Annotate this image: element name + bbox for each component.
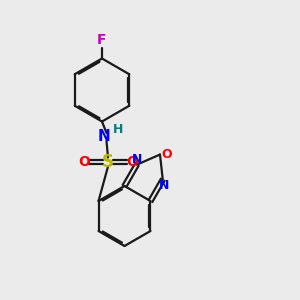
Text: S: S bbox=[102, 153, 114, 171]
Text: N: N bbox=[98, 129, 110, 144]
Text: N: N bbox=[159, 178, 169, 192]
Text: N: N bbox=[132, 153, 142, 166]
Text: O: O bbox=[78, 155, 90, 169]
Text: O: O bbox=[161, 148, 172, 161]
Text: F: F bbox=[97, 32, 107, 46]
Text: H: H bbox=[113, 123, 123, 136]
Text: O: O bbox=[126, 155, 138, 169]
